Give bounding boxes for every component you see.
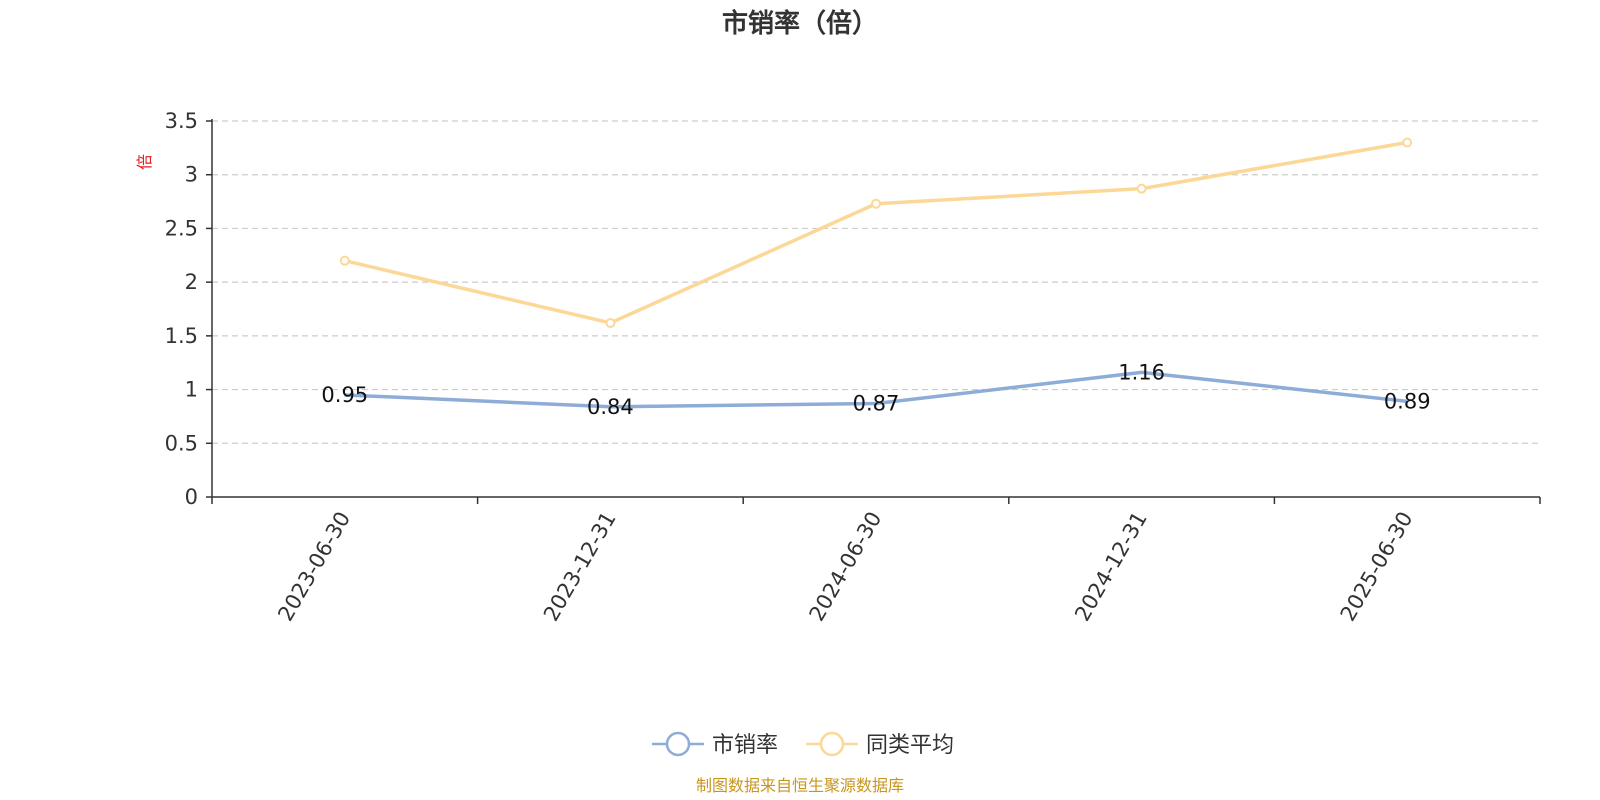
x-tick-label: 2023-06-30 — [273, 508, 355, 626]
x-tick-label: 2024-06-30 — [805, 508, 887, 626]
y-tick-labels: 0 0.5 1 1.5 2 2.5 3 3.5 — [165, 109, 198, 509]
data-point — [605, 317, 616, 328]
data-label: 0.89 — [1384, 389, 1431, 413]
data-label: 1.16 — [1118, 360, 1165, 384]
data-label: 0.87 — [853, 392, 900, 416]
data-point — [339, 255, 350, 266]
legend-item-peer-average[interactable]: 同类平均 — [806, 731, 954, 758]
y-tick-label: 1.5 — [165, 324, 198, 348]
data-point — [1136, 183, 1147, 194]
axes — [206, 119, 1541, 504]
y-tick-label: 2 — [185, 270, 198, 294]
series-group: 0.95 0.84 0.87 1.16 0.89 — [321, 137, 1431, 419]
x-tick-label: 2025-06-30 — [1336, 508, 1418, 626]
series-ps-ratio: 0.95 0.84 0.87 1.16 0.89 — [321, 360, 1430, 418]
legend-label: 市销率 — [712, 733, 778, 758]
y-tick-label: 1 — [185, 378, 198, 402]
data-point — [871, 198, 881, 209]
series-peer-average — [339, 137, 1413, 328]
data-source-note: 制图数据来自恒生聚源数据库 — [696, 776, 904, 795]
y-tick-label: 0 — [185, 485, 198, 509]
legend-marker — [665, 731, 691, 757]
legend[interactable]: 市销率 同类平均 — [652, 731, 954, 758]
data-label: 0.84 — [587, 395, 634, 419]
y-tick-label: 0.5 — [165, 431, 198, 455]
x-tick-label: 2024-12-31 — [1070, 508, 1152, 626]
y-tick-label: 2.5 — [165, 216, 198, 240]
x-tick-labels: 2023-06-30 2023-12-31 2024-06-30 2024-12-31… — [273, 508, 1417, 626]
chart-title: 市销率（倍） — [722, 8, 878, 39]
legend-item-ps-ratio[interactable]: 市销率 — [652, 731, 778, 758]
series-line — [344, 140, 1408, 325]
data-point — [1402, 137, 1413, 148]
x-tick-label: 2023-12-31 — [539, 508, 621, 626]
legend-marker — [819, 731, 845, 757]
series-line — [344, 370, 1408, 409]
y-tick-label: 3 — [185, 163, 198, 187]
y-tick-label: 3.5 — [165, 109, 198, 133]
legend-label: 同类平均 — [866, 733, 954, 758]
y-axis-unit-label: 倍 — [135, 154, 154, 170]
data-label: 0.95 — [321, 383, 368, 407]
